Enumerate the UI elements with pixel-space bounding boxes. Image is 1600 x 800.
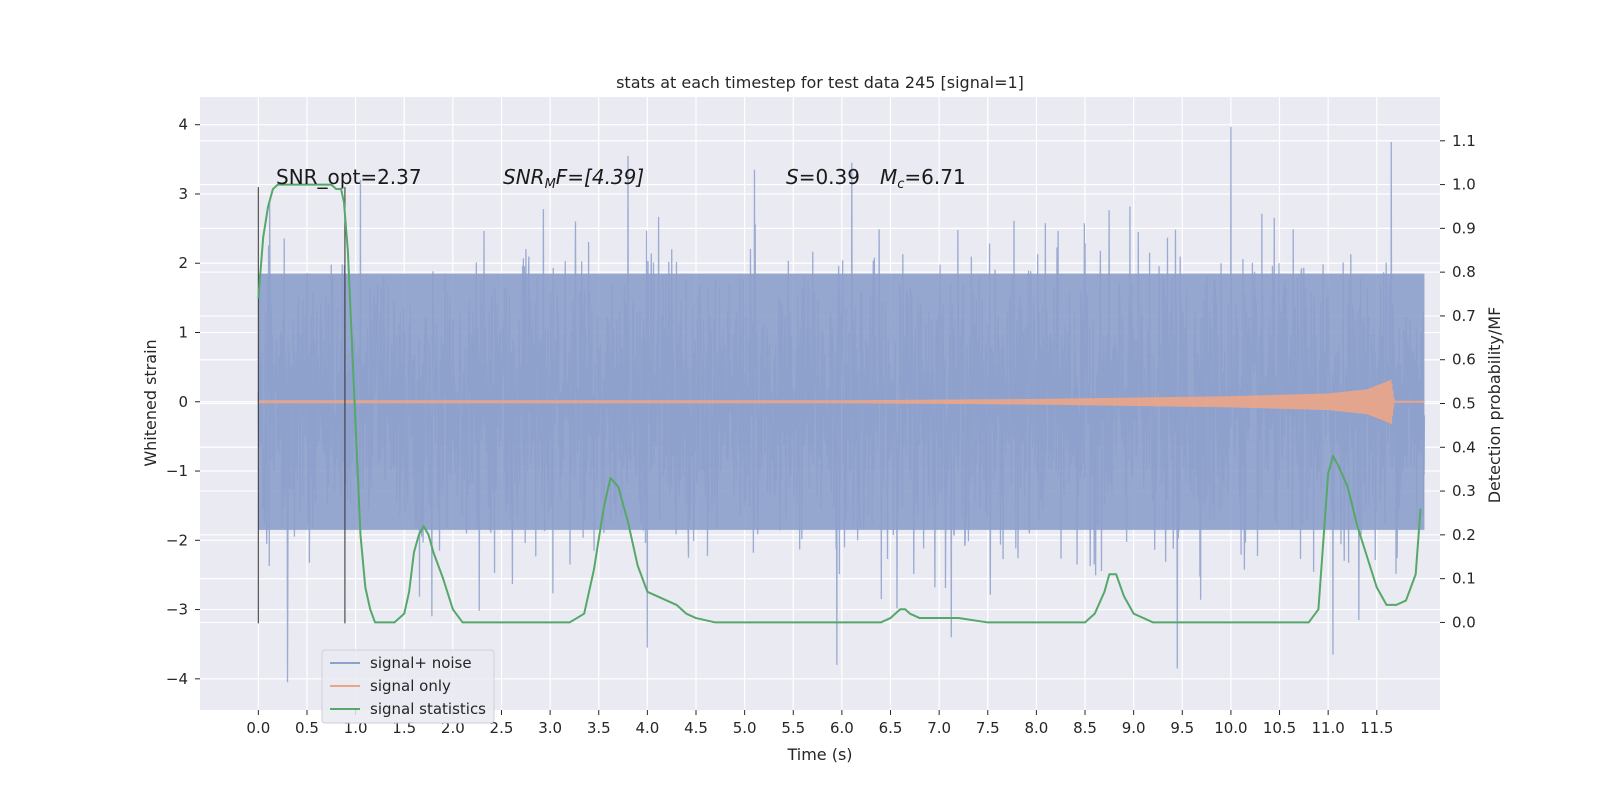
x-tick-label: 11.5	[1360, 719, 1393, 737]
y-axis-label: Whitened strain	[141, 339, 160, 466]
y-tick-label: −1	[166, 462, 188, 480]
y-tick-label: 1	[178, 324, 188, 342]
legend: signal+ noise signal only signal statist…	[321, 649, 495, 724]
y-right-tick-label: 0.4	[1452, 438, 1476, 456]
y-tick-label: 4	[178, 116, 188, 134]
y-right-tick-label: 0.6	[1452, 351, 1476, 369]
mc-annotation: Mc=6.71	[880, 165, 966, 192]
y-right-tick-label: 0.3	[1452, 482, 1476, 500]
x-tick-label: 5.5	[781, 719, 805, 737]
y-right-tick-label: 0.1	[1452, 570, 1476, 588]
y-right-tick-label: 1.1	[1452, 132, 1476, 150]
y-right-tick-label: 0.7	[1452, 307, 1476, 325]
y-tick-label: 3	[178, 185, 188, 203]
x-tick-label: 9.0	[1122, 719, 1146, 737]
x-tick-label: 2.5	[490, 719, 514, 737]
x-tick-label: 0.5	[295, 719, 319, 737]
vertical-markers	[257, 187, 346, 624]
snr-mf-symbol: SNR	[503, 165, 545, 189]
x-tick-label: 3.5	[587, 719, 611, 737]
x-tick-label: 4.0	[635, 719, 659, 737]
mc-symbol: M	[880, 165, 897, 189]
x-tick-label: 11.0	[1311, 719, 1344, 737]
y-right-tick-label: 0.8	[1452, 263, 1476, 281]
legend-label-signal-noise: signal+ noise	[370, 654, 472, 672]
y-right-tick-label: 0.9	[1452, 219, 1476, 237]
x-tick-label: 10.5	[1263, 719, 1296, 737]
x-tick-label: 6.0	[830, 719, 854, 737]
y-tick-label: −3	[166, 601, 188, 619]
legend-label-signal-only: signal only	[370, 677, 451, 695]
mc-subscript: c	[897, 177, 904, 192]
x-tick-label: 7.5	[976, 719, 1000, 737]
x-tick-label: 4.5	[684, 719, 708, 737]
signal-only-line	[257, 379, 1425, 424]
signal-only-series	[257, 379, 1425, 424]
y-tick-label: −4	[166, 670, 188, 688]
s-value: =0.39	[799, 165, 860, 189]
x-tick-label: 0.0	[246, 719, 270, 737]
x-tick-label: 5.0	[733, 719, 757, 737]
x-tick-label: 8.5	[1073, 719, 1097, 737]
y-right-tick-label: 0.0	[1452, 613, 1476, 631]
x-tick-label: 6.5	[879, 719, 903, 737]
s-symbol: S	[786, 165, 799, 189]
y-axis-ticks: 4 3 2 1 0 −1 −2 −3 −4	[166, 116, 200, 688]
y-tick-label: 0	[178, 393, 188, 411]
x-tick-label: 7.0	[927, 719, 951, 737]
s-annotation: S=0.39	[786, 165, 860, 189]
y-right-tick-label: 0.2	[1452, 526, 1476, 544]
signal-noise-line	[257, 126, 1426, 683]
x-tick-label: 3.0	[538, 719, 562, 737]
y-right-tick-label: 0.5	[1452, 395, 1476, 413]
y-right-axis-label: Detection probability/MF	[1485, 307, 1504, 504]
signal-statistics-series	[257, 183, 1422, 624]
y-tick-label: −2	[166, 531, 188, 549]
snr-opt-annotation: SNR_opt=2.37	[276, 165, 422, 189]
legend-label-signal-statistics: signal statistics	[370, 700, 486, 718]
snr-mf-subscript: M	[545, 177, 556, 192]
signal-statistics-line	[257, 183, 1422, 624]
legend-box	[321, 649, 495, 724]
snr-mf-annotation: SNRMF=[4.39]	[503, 165, 644, 192]
snr-mf-value: F=[4.39]	[556, 165, 644, 189]
y-right-axis-ticks: 1.1 1.0 0.9 0.8 0.7 0.6 0.5 0.4 0.3 0.2 0.1 0.0	[1440, 132, 1476, 631]
y-tick-label: 2	[178, 254, 188, 272]
y-right-tick-label: 1.0	[1452, 176, 1476, 194]
x-tick-label: 9.5	[1170, 719, 1194, 737]
x-axis-ticks: 0.0 0.5 1.0 1.5 2.0 2.5 3.0 3.5 4.0 4.5 5.0 5.5 6.0 6…	[246, 710, 1393, 737]
x-tick-label: 10.0	[1214, 719, 1247, 737]
x-axis-label: Time (s)	[786, 745, 852, 764]
chart-title: stats at each timestep for test data 245…	[616, 73, 1024, 92]
mc-value: =6.71	[904, 165, 965, 189]
x-tick-label: 8.0	[1024, 719, 1048, 737]
